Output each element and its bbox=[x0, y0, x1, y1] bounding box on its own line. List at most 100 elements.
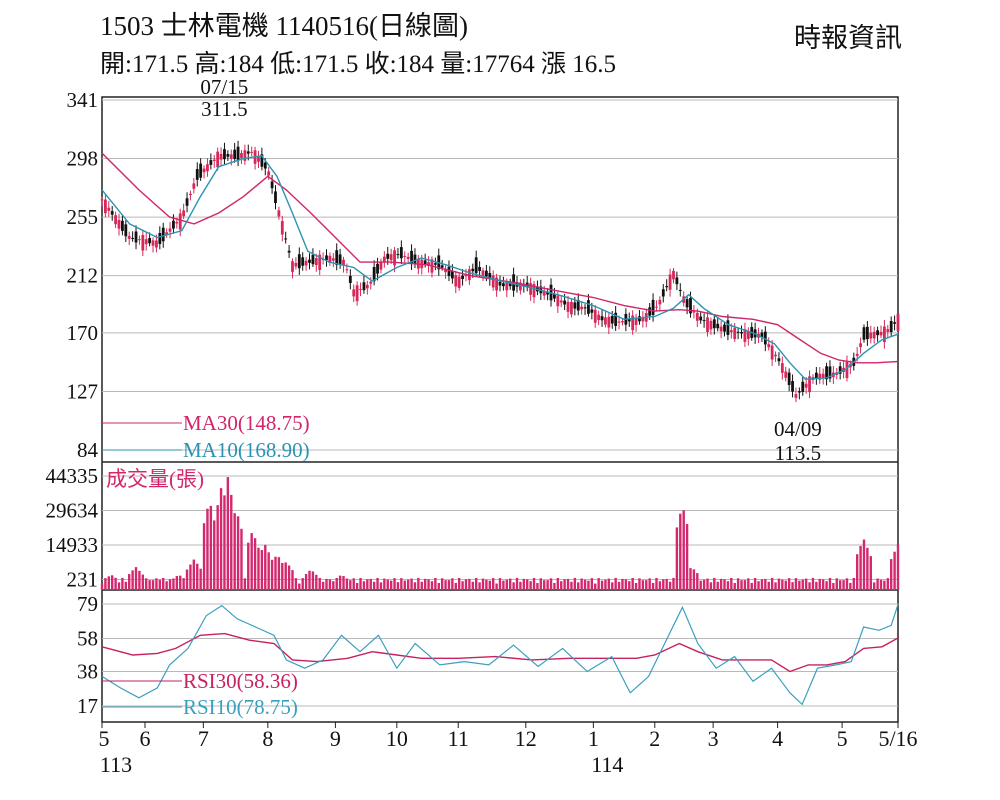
volume-bar bbox=[321, 581, 325, 590]
candle-body bbox=[314, 258, 318, 266]
volume-bar bbox=[107, 576, 111, 590]
volume-bar bbox=[372, 581, 376, 590]
candle-body bbox=[182, 210, 186, 217]
volume-bar bbox=[461, 581, 464, 590]
volume-bar bbox=[628, 581, 631, 590]
volume-bar bbox=[543, 580, 546, 590]
volume-bar bbox=[369, 578, 372, 590]
volume-bar bbox=[287, 565, 291, 590]
volume-bar bbox=[821, 579, 825, 590]
volume-bar bbox=[689, 568, 692, 590]
candle-body bbox=[151, 240, 155, 246]
volume-bar bbox=[651, 582, 655, 590]
volume-bar bbox=[764, 578, 767, 590]
candle-body bbox=[229, 154, 233, 159]
annotation-date: 07/15 bbox=[200, 75, 248, 99]
candle-body bbox=[760, 332, 764, 338]
candle-body bbox=[804, 383, 808, 388]
volume-bar bbox=[587, 580, 590, 590]
volume-bar bbox=[389, 580, 393, 590]
volume-bar bbox=[743, 580, 747, 590]
candle-body bbox=[879, 331, 883, 336]
volume-bar bbox=[556, 577, 560, 590]
candle-body bbox=[532, 284, 536, 298]
candle-body bbox=[413, 254, 417, 264]
volume-bar bbox=[835, 578, 838, 590]
volume-bar bbox=[175, 575, 179, 590]
candle-body bbox=[172, 220, 175, 229]
volume-bar bbox=[342, 576, 345, 590]
volume-bar bbox=[498, 578, 502, 590]
candle-body bbox=[808, 376, 811, 393]
candle-body bbox=[161, 227, 165, 242]
volume-bar bbox=[332, 581, 335, 590]
volume-bar bbox=[325, 578, 328, 590]
x-tick-label: 6 bbox=[139, 726, 150, 751]
candle-body bbox=[107, 207, 111, 211]
y-tick-label: 170 bbox=[67, 321, 99, 345]
candle-body bbox=[396, 254, 400, 256]
volume-bar bbox=[236, 516, 240, 590]
volume-bar bbox=[206, 508, 209, 590]
volume-bar bbox=[359, 577, 362, 590]
candle-body bbox=[297, 254, 301, 269]
candle-body bbox=[716, 323, 720, 329]
candle-body bbox=[270, 181, 274, 189]
volume-bar bbox=[685, 523, 689, 590]
candle-body bbox=[131, 237, 135, 239]
volume-bar bbox=[114, 577, 117, 590]
candle-body bbox=[104, 199, 107, 214]
volume-bar bbox=[526, 579, 529, 590]
candle-body bbox=[328, 255, 332, 263]
candle-body bbox=[706, 317, 709, 332]
candle-body bbox=[365, 284, 369, 289]
volume-bar bbox=[209, 505, 213, 590]
candle-body bbox=[631, 315, 635, 331]
volume-bar bbox=[723, 579, 726, 590]
volume-bar bbox=[338, 575, 342, 590]
candle-body bbox=[457, 276, 461, 288]
volume-bar bbox=[406, 579, 410, 590]
volume-bar bbox=[318, 577, 321, 590]
candle-body bbox=[199, 163, 203, 178]
volume-bar bbox=[594, 583, 597, 590]
candle-body bbox=[287, 250, 291, 253]
candle-body bbox=[389, 254, 393, 261]
volume-bar bbox=[546, 580, 549, 590]
volume-bar bbox=[566, 578, 570, 590]
candle-body bbox=[556, 295, 560, 307]
volume-bar bbox=[536, 582, 539, 590]
candle-body bbox=[672, 270, 675, 280]
candle-body bbox=[770, 345, 774, 360]
candle-body bbox=[699, 316, 703, 321]
x-tick-label: 5/16 bbox=[878, 726, 917, 751]
candle-body bbox=[335, 250, 339, 265]
candle-body bbox=[461, 275, 464, 280]
candle-body bbox=[410, 250, 413, 264]
candle-body bbox=[621, 321, 624, 323]
candle-body bbox=[280, 221, 284, 235]
volume-bar bbox=[549, 578, 553, 590]
candle-body bbox=[590, 309, 594, 313]
candle-body bbox=[733, 327, 737, 340]
volume-bar bbox=[376, 577, 379, 590]
volume-bar bbox=[889, 559, 893, 590]
y-tick-label: 231 bbox=[67, 567, 99, 591]
candle-body bbox=[212, 159, 216, 162]
candle-body bbox=[607, 316, 611, 328]
y-tick-label: 44335 bbox=[46, 464, 99, 488]
candle-body bbox=[423, 260, 427, 265]
candle-body bbox=[869, 332, 873, 339]
volume-bar bbox=[311, 571, 315, 590]
volume-bar bbox=[151, 580, 155, 590]
volume-bar bbox=[597, 578, 600, 590]
candle-body bbox=[454, 275, 458, 287]
y-tick-label: 17 bbox=[77, 694, 98, 718]
candle-body bbox=[114, 215, 118, 225]
candle-body bbox=[444, 268, 447, 273]
volume-bar bbox=[158, 579, 162, 590]
volume-bar bbox=[138, 570, 141, 590]
candle-body bbox=[195, 169, 199, 180]
volume-bar bbox=[662, 579, 665, 590]
